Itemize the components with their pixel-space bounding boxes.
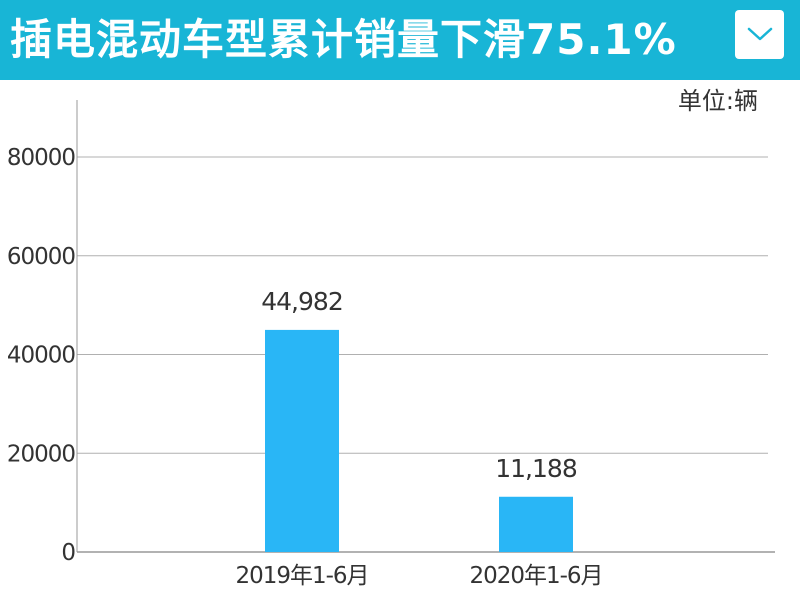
chart-title: 插电混动车型累计销量下滑75.1% [10,15,677,64]
bar [499,496,573,552]
y-tick-label: 0 [61,540,75,566]
title-bar: 插电混动车型累计销量下滑75.1% [0,0,800,80]
data-label: 44,982 [261,287,342,316]
y-tick-label: 20000 [7,441,76,467]
y-tick-label: 60000 [7,244,76,270]
unit-label: 单位:辆 [677,87,758,115]
x-tick-label: 2019年1-6月 [235,563,368,589]
expand-button[interactable] [735,10,784,59]
data-label: 11,188 [495,454,577,483]
y-tick-label: 40000 [7,343,76,369]
x-tick-label: 2020年1-6月 [469,563,602,589]
bar [265,329,339,552]
y-tick-label: 80000 [7,145,76,171]
chevron-down-icon [747,27,773,41]
